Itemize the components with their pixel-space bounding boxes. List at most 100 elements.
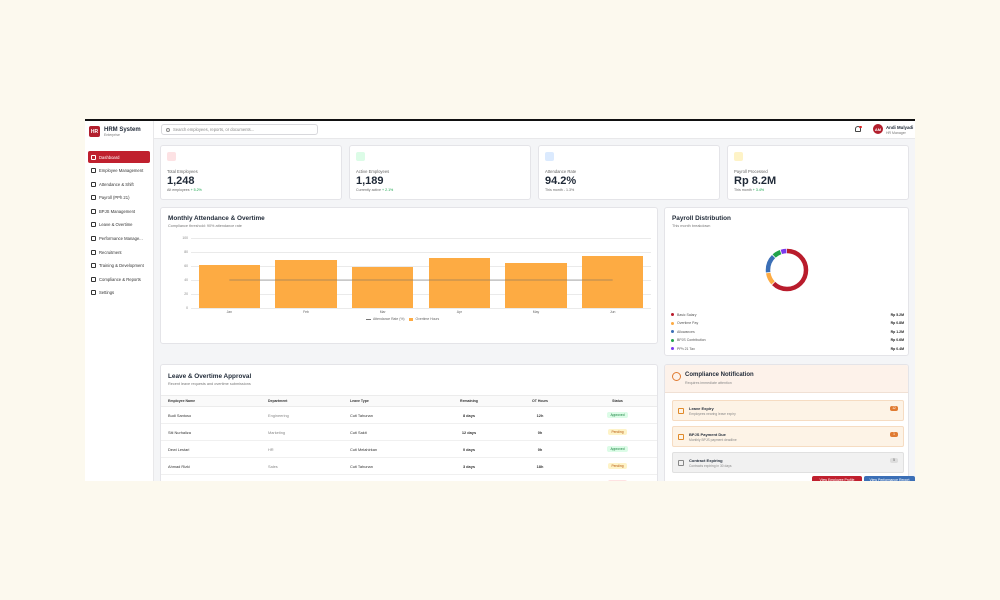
- status-badge[interactable]: Approved: [607, 412, 628, 418]
- table-row[interactable]: Dewi Lestari HR Cuti Melahirkan 0 days 0h App…: [161, 440, 657, 458]
- sidebar-item-2[interactable]: Attendance & Shift: [88, 178, 150, 190]
- leave-title: Leave & Overtime Approval: [168, 373, 252, 380]
- status-badge[interactable]: Approved: [607, 446, 628, 452]
- gridline: [191, 252, 651, 253]
- alert-icon: [678, 434, 684, 440]
- legend-dot-icon: [671, 313, 674, 316]
- legend-dot-icon: [671, 330, 674, 333]
- bell-icon[interactable]: [855, 125, 862, 132]
- gridline: [191, 238, 651, 239]
- gridline: [191, 280, 651, 281]
- status-badge[interactable]: Pending: [608, 429, 627, 435]
- stat-card[interactable]: Payroll Processed Rp 8.2M This month + 3.4…: [727, 145, 909, 200]
- view-performance-report-button[interactable]: View Performance Report: [864, 476, 915, 481]
- table-row[interactable]: Budi Santoso Engineering Cuti Tahunan 8 day…: [161, 406, 657, 424]
- view-employee-profile-button[interactable]: View Employee Profile: [812, 476, 862, 481]
- column-header[interactable]: Department: [261, 395, 343, 407]
- alert-subtitle: Monthly BPJS payment deadline: [689, 438, 737, 442]
- stat-trend: + 5.2%: [190, 188, 202, 192]
- compliance-title: Compliance Notification: [685, 372, 754, 378]
- sidebar-item-8[interactable]: Training & Development: [88, 260, 150, 272]
- sidebar-item-9[interactable]: Compliance & Reports: [88, 273, 150, 285]
- x-tick-label: Jan: [226, 310, 233, 314]
- sidebar-item-label: Leave & Overtime: [99, 222, 133, 228]
- remaining-days: 12 days: [435, 423, 503, 441]
- column-header[interactable]: Leave Type: [343, 395, 435, 407]
- status-cell: Approved: [577, 440, 657, 458]
- sidebar-item-4[interactable]: BPJS Management: [88, 205, 150, 217]
- compliance-card: Compliance Notification Requires immedia…: [664, 364, 909, 481]
- stat-card[interactable]: Attendance Rate 94.2% This month - 1.3%: [538, 145, 720, 200]
- payroll-item-label: Overtime Pay: [677, 321, 699, 325]
- sidebar-item-3[interactable]: Payroll (PPh 21): [88, 192, 150, 204]
- compliance-alert[interactable]: Contract Expiring Contracts expiring in 3…: [672, 452, 904, 473]
- sidebar-item-10[interactable]: Settings: [88, 287, 150, 299]
- logo[interactable]: HR HRM System Enterprise: [89, 126, 141, 137]
- sidebar-item-label: Compliance & Reports: [99, 276, 141, 282]
- sidebar-item-label: Settings: [99, 290, 115, 296]
- compliance-alert[interactable]: Leave Expiry Employees nearing leave expi…: [672, 400, 904, 421]
- user-plus-icon: [91, 249, 96, 255]
- overtime-bar[interactable]: [428, 258, 490, 308]
- legend-label: Overtime Hours: [415, 317, 440, 321]
- overtime-bar[interactable]: [275, 260, 337, 308]
- stat-card[interactable]: Total Employees 1,248 Alt employees + 5.2%: [160, 145, 342, 200]
- overtime-bar[interactable]: [198, 264, 260, 308]
- attendance-title: Monthly Attendance & Overtime: [168, 215, 265, 222]
- stat-sub: Alt employees + 5.2%: [167, 188, 202, 192]
- table-row[interactable]: Maya PutriFinanceCuti Sakit10 days8h Reje…: [161, 474, 657, 481]
- calendar-icon: [91, 222, 96, 228]
- payroll-subtitle: This month breakdown: [672, 224, 711, 228]
- status-badge[interactable]: Pending: [608, 463, 627, 469]
- payroll-donut-chart: [765, 248, 809, 292]
- sidebar-item-5[interactable]: Leave & Overtime: [88, 219, 150, 231]
- search-input[interactable]: Search employees, reports, or documents.…: [161, 124, 318, 135]
- column-header[interactable]: Status: [577, 395, 657, 407]
- stat-value: Rp 8.2M: [734, 175, 777, 187]
- overtime-bar[interactable]: [352, 266, 414, 308]
- column-header[interactable]: Employee Name: [161, 395, 261, 407]
- gridline: [191, 294, 651, 295]
- employee-name: Ahmad Rizki: [161, 457, 261, 475]
- payroll-legend-name: Overtime Pay: [671, 321, 891, 325]
- sidebar-item-0[interactable]: Dashboard: [88, 151, 150, 163]
- payroll-item-value: Rp 5.2M: [890, 312, 904, 317]
- donut-slice[interactable]: [765, 248, 809, 292]
- avatar[interactable]: AM: [873, 124, 883, 134]
- alert-count-badge: 12: [890, 406, 898, 411]
- column-header[interactable]: OT Hours: [503, 395, 577, 407]
- department: Finance: [261, 474, 343, 481]
- payroll-card: Payroll Distribution This month breakdow…: [664, 207, 909, 356]
- attendance-subtitle: Compliance threshold: 90% attendance rat…: [168, 224, 242, 228]
- stat-trend: + 2.1%: [381, 188, 394, 192]
- chart-icon: [91, 236, 96, 242]
- user-role: HR Manager: [886, 130, 906, 135]
- table-row[interactable]: Siti Nurhaliza Marketing Cuti Sakit 12 days…: [161, 423, 657, 441]
- overtime-bar[interactable]: [582, 256, 644, 308]
- ot-hours: 0h: [503, 440, 577, 458]
- sidebar-item-7[interactable]: Recruitment: [88, 246, 150, 258]
- status-badge[interactable]: Rejected: [607, 480, 627, 481]
- payroll-legend-row: Overtime Pay Rp 0.8M: [671, 320, 904, 327]
- donut-slice[interactable]: [765, 248, 809, 292]
- stat-sub: Currently active + 2.1%: [356, 188, 393, 192]
- remaining-days: 0 days: [435, 440, 503, 458]
- app-subtitle: Enterprise: [104, 132, 120, 137]
- column-header[interactable]: Remaining: [435, 395, 503, 407]
- dollar-icon: [91, 195, 96, 201]
- sidebar-item-1[interactable]: Employee Management: [88, 165, 150, 177]
- compliance-alert[interactable]: BPJS Payment Due Monthly BPJS payment dea…: [672, 426, 904, 447]
- sidebar-item-6[interactable]: Performance Manage...: [88, 233, 150, 245]
- ot-hours: 12h: [503, 406, 577, 424]
- y-tick-label: 100: [182, 236, 188, 240]
- payroll-legend-name: BPJS Contribution: [671, 338, 891, 342]
- payroll-legend-name: Basic Salary: [671, 313, 891, 317]
- leave-type: Cuti Sakit: [343, 423, 435, 441]
- stat-card[interactable]: Active Employees 1,189 Currently active + …: [349, 145, 531, 200]
- leave-type: Cuti Tahunan: [343, 406, 435, 424]
- table-row[interactable]: Ahmad Rizki Sales Cuti Tahunan 3 days 18h Pen…: [161, 457, 657, 475]
- payroll-legend-row: Allowances Rp 1.2M: [671, 328, 904, 335]
- gear-icon: [91, 290, 96, 296]
- overtime-bar[interactable]: [505, 262, 567, 308]
- legend-label: Attendance Rate (%): [373, 317, 405, 321]
